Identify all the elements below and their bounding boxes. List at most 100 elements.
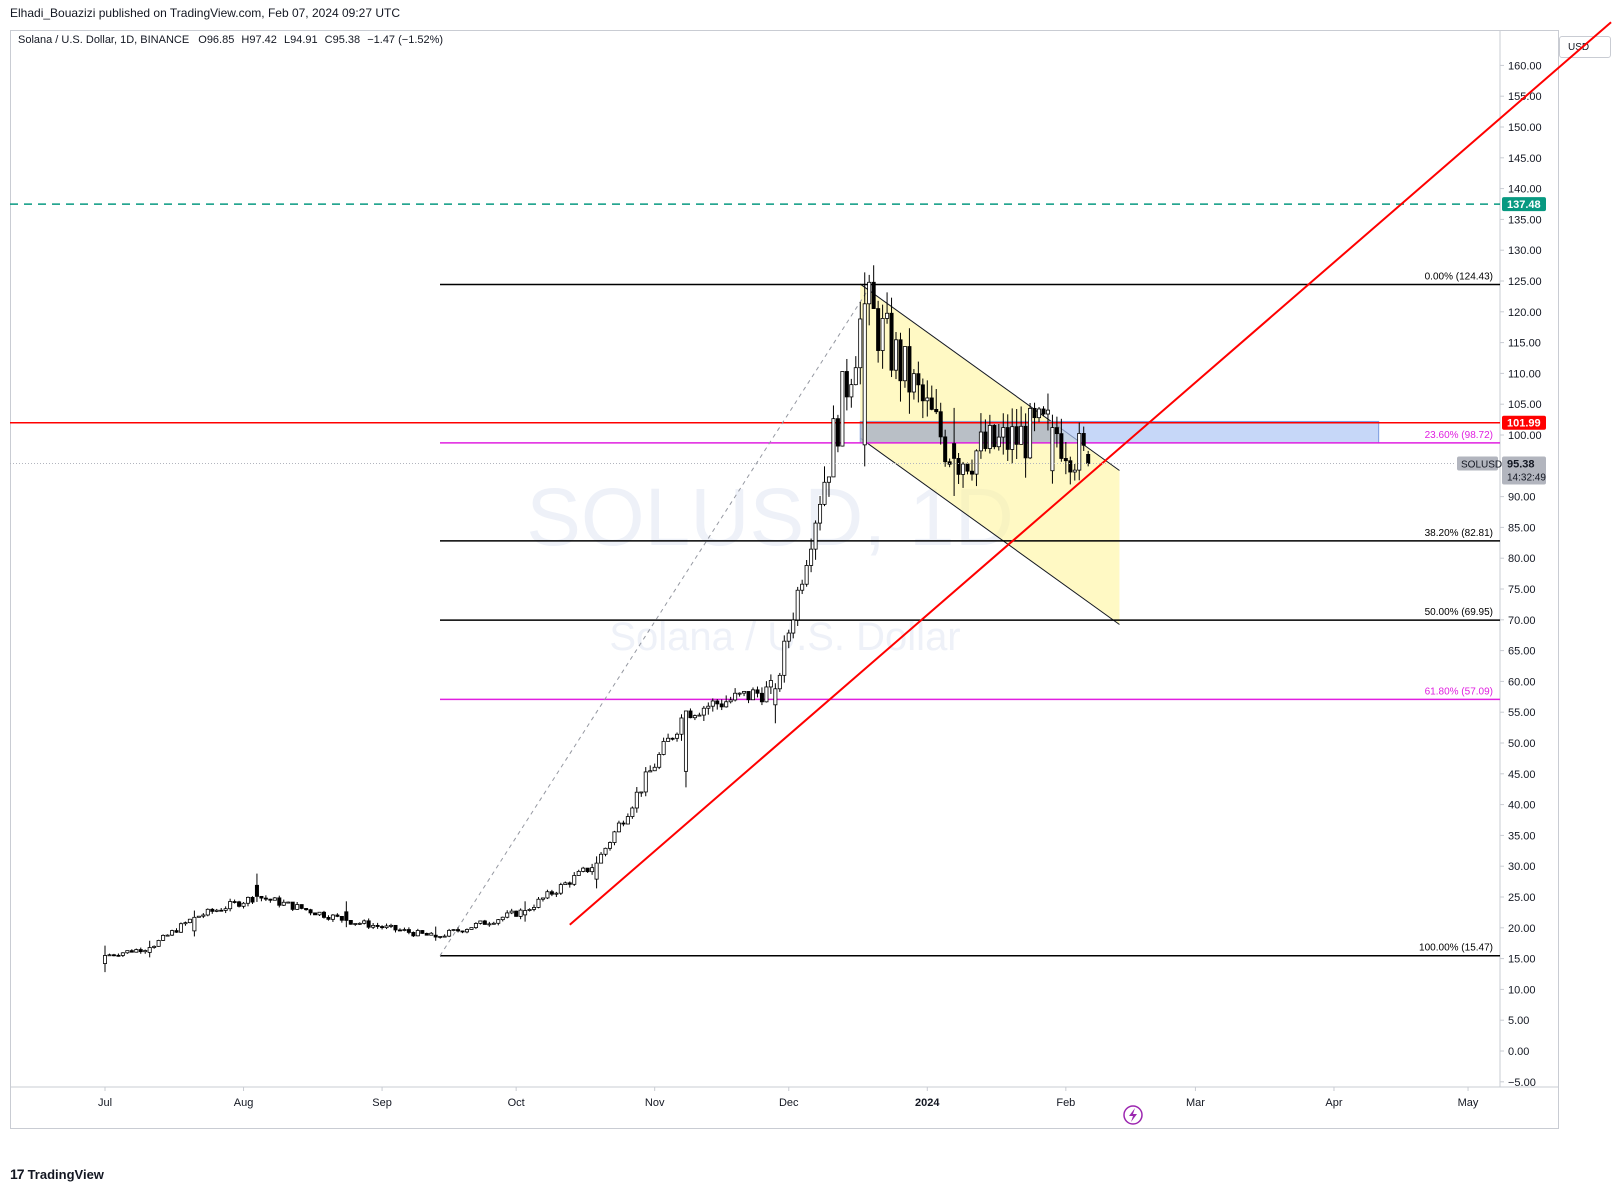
candle-body: [1028, 407, 1033, 459]
candle-body: [558, 884, 563, 894]
fib-level-label: 61.80% (57.09): [1425, 686, 1493, 697]
candle-body: [174, 930, 179, 933]
candle-body: [518, 909, 523, 917]
candle-body: [178, 923, 183, 933]
candle-body: [429, 932, 434, 936]
candle-body: [737, 692, 742, 695]
time-axis[interactable]: Jul Aug Sep Oct Nov Dec 2024 Feb Mar Apr May: [10, 1086, 1559, 1109]
legend-change: −1.47 (−1.52%): [367, 34, 444, 46]
candle-body: [295, 904, 300, 910]
candle-body: [813, 522, 818, 550]
candle-body: [826, 476, 831, 483]
candle-body: [156, 940, 161, 947]
price-label-box: [1502, 456, 1546, 485]
legend-open: 96.85: [206, 34, 235, 46]
fib-trend-dashed: [439, 284, 872, 956]
legend-high: 97.42: [249, 34, 277, 46]
candle-body: [652, 766, 657, 772]
tradingview-logo[interactable]: 17 TradingView: [10, 1166, 104, 1182]
candle-body: [210, 908, 215, 912]
candle-body: [286, 901, 291, 904]
candle-body: [456, 929, 461, 932]
channel-fill: [860, 284, 1120, 625]
candle-body: [447, 929, 452, 937]
candle-body: [934, 408, 939, 413]
candle-body: [831, 418, 836, 478]
candle-body: [111, 954, 116, 957]
candle-body: [165, 934, 170, 937]
candle-body: [576, 870, 581, 876]
candle-body: [196, 915, 201, 918]
candle-body: [259, 895, 264, 899]
legend-low: 94.91: [290, 34, 318, 46]
ohlc-legend: Solana / U.S. Dollar, 1D, BINANCE O96.85…: [18, 34, 443, 46]
price-tick-label: 40.00: [1508, 800, 1536, 812]
candle-body: [491, 922, 496, 925]
candle-body: [478, 920, 483, 924]
chart-frame[interactable]: [10, 30, 1559, 1129]
candle-body: [263, 897, 268, 900]
candle-body: [1077, 433, 1082, 471]
time-tick-label: Sep: [372, 1097, 392, 1109]
candle-body: [339, 915, 344, 921]
candle-body: [335, 914, 340, 917]
fib-level-label: 0.00% (124.43): [1425, 272, 1493, 283]
candle-body: [545, 891, 550, 899]
currency-selector[interactable]: USD: [1559, 36, 1611, 58]
fib-level-label: 100.00% (15.47): [1419, 943, 1493, 954]
legend-symbol: Solana / U.S. Dollar, 1D, BINANCE: [18, 34, 190, 46]
candle-body: [313, 912, 318, 916]
candle-body: [1037, 408, 1042, 419]
candle-body: [1072, 469, 1077, 473]
candle-body: [389, 924, 394, 927]
price-labels: 137.48 101.99 95.38 14:32:49 SOLUSD: [10, 197, 1546, 485]
price-tick-label: 20.00: [1508, 923, 1536, 935]
candle-body: [733, 692, 738, 701]
candle-body: [889, 312, 894, 371]
candle-body: [411, 932, 416, 937]
candle-body: [822, 481, 827, 505]
candle-body: [719, 703, 724, 708]
candles: [103, 265, 1091, 973]
candle-body: [1041, 408, 1046, 415]
candle-body: [482, 920, 487, 925]
candle-body: [152, 945, 157, 948]
price-tick-label: 160.00: [1508, 60, 1542, 72]
time-tick-label: Jul: [98, 1097, 112, 1109]
price-tick-label: 35.00: [1508, 830, 1536, 842]
tradingview-logo-icon: 17: [10, 1166, 25, 1182]
lightning-icon[interactable]: [1123, 1105, 1143, 1125]
candle-body: [996, 436, 1001, 448]
price-axis[interactable]: 160.00155.00150.00145.00140.00135.00130.…: [1499, 31, 1542, 1089]
candle-body: [728, 699, 733, 703]
candle-body: [277, 897, 282, 906]
candle-body: [679, 717, 684, 735]
candle-body: [272, 897, 277, 901]
price-tick-label: −5.00: [1508, 1077, 1536, 1089]
candle-body: [433, 934, 438, 938]
candle-body: [800, 583, 805, 591]
candle-body: [657, 754, 662, 768]
candle-body: [473, 923, 478, 929]
time-tick-label: Mar: [1186, 1097, 1205, 1109]
candle-body: [961, 463, 966, 475]
candle-body: [451, 929, 456, 931]
candle-body: [505, 912, 510, 918]
candle-body: [246, 896, 251, 904]
candle-body: [540, 897, 545, 900]
candle-body: [603, 847, 608, 855]
price-tick-label: 15.00: [1508, 954, 1536, 966]
legend-low-label: L: [283, 34, 291, 46]
candle-body: [1081, 433, 1086, 446]
candle-body: [1010, 426, 1015, 450]
candle-body: [849, 384, 854, 398]
candle-body: [742, 691, 747, 694]
candle-body: [228, 901, 233, 910]
candle-body: [782, 640, 787, 676]
candle-body: [791, 619, 796, 634]
candle-body: [599, 853, 604, 864]
candle-body: [625, 816, 630, 825]
candle-body: [469, 927, 474, 930]
candle-body: [532, 907, 537, 910]
